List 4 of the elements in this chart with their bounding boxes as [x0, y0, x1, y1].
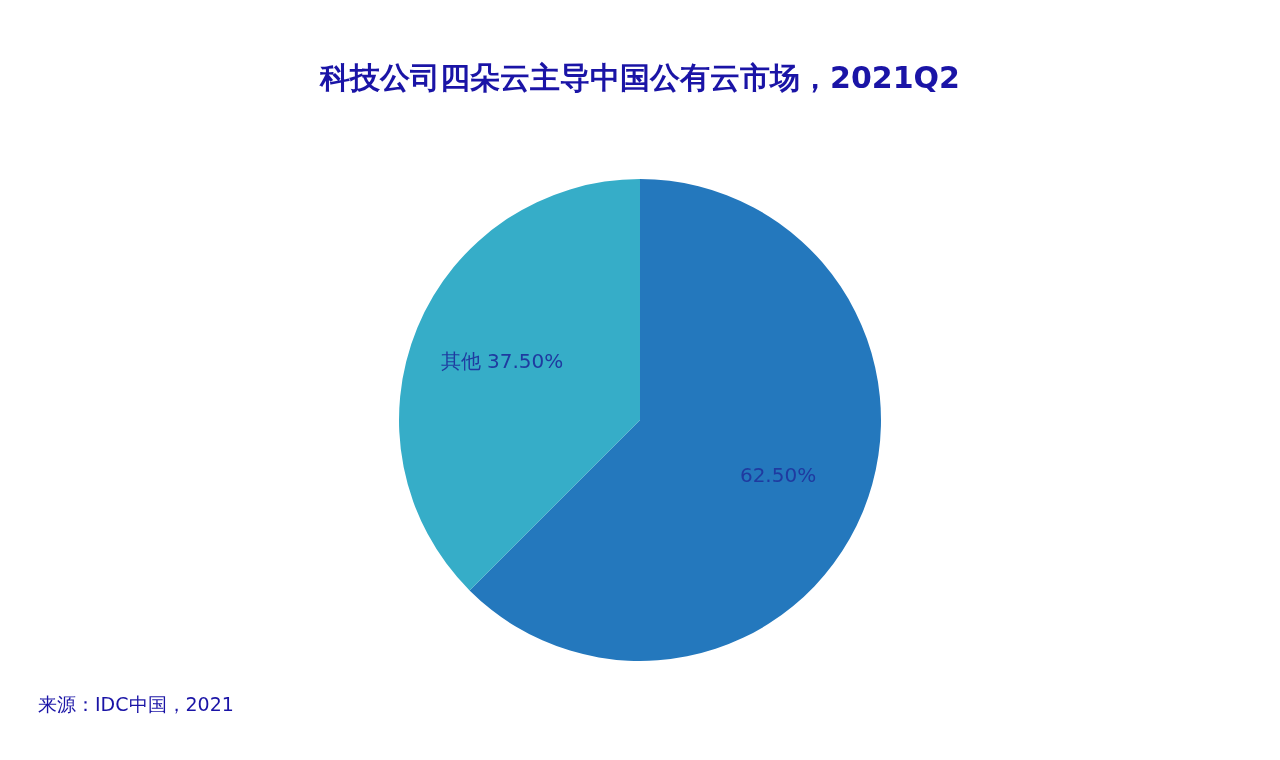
data-label: 62.50%: [739, 463, 817, 488]
source-note: 来源：IDC中国，2021: [38, 692, 234, 717]
slice-label: 其他 37.50%: [440, 349, 564, 374]
chart-title: 科技公司四朵云主导中国公有云市场，2021Q2: [318, 59, 961, 97]
